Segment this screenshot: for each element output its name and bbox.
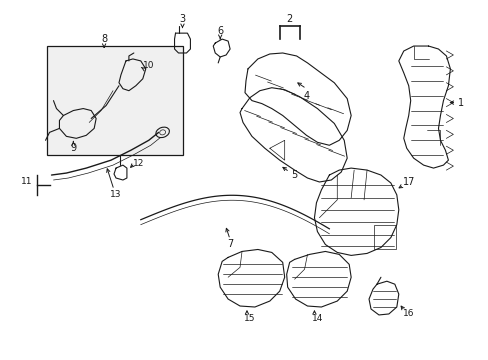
Text: 9: 9 xyxy=(70,143,76,153)
Text: 4: 4 xyxy=(303,91,309,101)
Text: 15: 15 xyxy=(244,314,255,323)
Text: 13: 13 xyxy=(110,190,122,199)
Text: 16: 16 xyxy=(402,310,414,319)
Text: 1: 1 xyxy=(457,98,464,108)
Text: 12: 12 xyxy=(133,159,144,168)
Text: 5: 5 xyxy=(291,170,297,180)
Text: 14: 14 xyxy=(311,314,323,323)
Bar xyxy=(46,46,183,155)
Text: 6: 6 xyxy=(217,26,223,36)
Text: 3: 3 xyxy=(179,14,185,24)
Text: 8: 8 xyxy=(101,34,107,44)
Text: 2: 2 xyxy=(286,14,292,24)
Text: 10: 10 xyxy=(142,62,154,71)
Text: 7: 7 xyxy=(226,239,233,249)
Text: 17: 17 xyxy=(402,177,414,187)
Text: 11: 11 xyxy=(21,177,32,186)
Bar xyxy=(373,225,395,249)
